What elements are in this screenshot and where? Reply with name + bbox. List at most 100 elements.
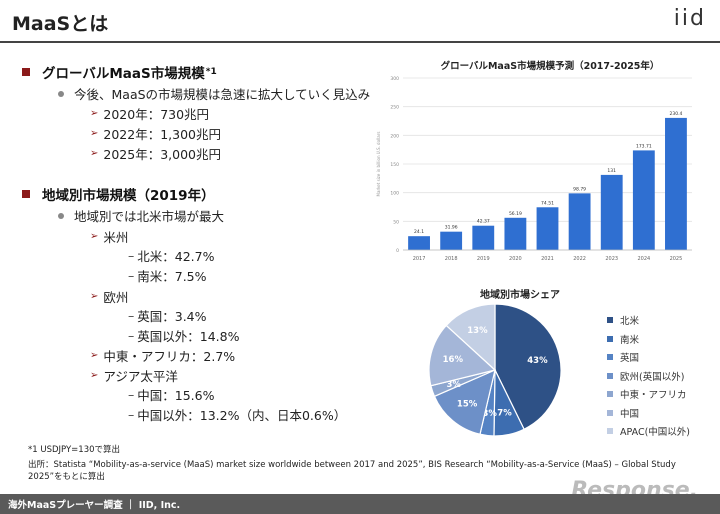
legend-item: 欧州(英国以外) <box>607 367 690 386</box>
x-tick-label: 2023 <box>605 256 618 262</box>
y-axis-label: Market size in billion U.S. dollars <box>376 132 381 197</box>
x-tick-label: 2022 <box>573 256 586 262</box>
pie-slice-label: 15% <box>457 399 478 409</box>
region-label: 中東・アフリカ：2.7% <box>103 349 236 364</box>
legend-item: 北米 <box>607 311 690 330</box>
bar-value-label: 24.1 <box>414 229 424 235</box>
legend-label: 中国 <box>620 408 640 420</box>
legend-item: 南米 <box>607 330 690 349</box>
bullet-line: 今後、MaaSの市場規模は急速に拡大していく見込み <box>58 84 370 103</box>
list-item-text: 南米：7.5% <box>137 269 207 284</box>
bullet-text: 地域別では北米市場が最大 <box>74 209 225 224</box>
y-tick-label: 0 <box>396 248 399 254</box>
legend-swatch <box>607 354 613 361</box>
pie-slice-label: 3% <box>482 409 497 419</box>
dash-icon: – <box>128 268 135 283</box>
title-bar: MaaSとは iid <box>0 0 720 42</box>
legend-swatch <box>607 335 613 342</box>
y-tick-label: 250 <box>390 105 399 111</box>
bar <box>504 217 527 250</box>
bullet-text: 今後、MaaSの市場規模は急速に拡大していく見込み <box>74 87 371 102</box>
pie-slice-label: 13% <box>467 326 488 336</box>
x-tick-label: 2018 <box>445 256 458 262</box>
list-item-text: 中国以外：13.2%（内、日本0.6%） <box>137 408 347 423</box>
bar <box>600 174 623 250</box>
pie-chart: 43%7%3%15%3%16%13% <box>428 303 562 437</box>
page-title: MaaSとは <box>12 13 109 35</box>
list-item: – 南米：7.5% <box>128 266 207 285</box>
bullet-square-icon <box>22 68 30 76</box>
section-heading-global-market: グローバルMaaS市場規模 *1 <box>22 62 217 82</box>
pie-slice-label: 43% <box>527 356 548 366</box>
company-logo: iid <box>673 6 706 31</box>
pie-chart-title: 地域別市場シェア <box>480 290 560 301</box>
list-item-text: 英国以外：14.8% <box>137 329 240 344</box>
legend-label: 南米 <box>620 334 640 346</box>
legend-swatch <box>607 428 613 435</box>
list-item-text: 北米：42.7% <box>137 249 215 264</box>
arrow-icon: ➢ <box>90 108 99 119</box>
list-item: – 英国：3.4% <box>128 306 207 325</box>
legend-swatch <box>607 317 613 324</box>
list-item: ➢ 2025年：3,000兆円 <box>90 144 221 163</box>
legend-label: APAC(中国以外) <box>620 427 690 439</box>
dash-icon: – <box>128 308 135 323</box>
section-heading-text: 地域別市場規模（2019年） <box>42 188 215 204</box>
arrow-icon: ➢ <box>90 370 99 381</box>
x-tick-label: 2017 <box>413 256 426 262</box>
x-tick-label: 2025 <box>670 256 683 262</box>
region-label: アジア太平洋 <box>103 369 178 384</box>
region-asia-pacific: ➢ アジア太平洋 <box>90 366 178 385</box>
pie-slice <box>433 368 496 435</box>
bar <box>568 193 591 250</box>
region-europe: ➢ 欧州 <box>90 287 128 306</box>
bar <box>472 225 495 250</box>
footnote-marker: *1 <box>205 67 217 77</box>
bullet-line: 地域別では北米市場が最大 <box>58 206 224 225</box>
bar-value-label: 98.79 <box>573 186 586 192</box>
list-item: – 中国：15.6% <box>128 385 214 404</box>
bar-value-label: 131 <box>607 168 616 174</box>
dash-icon: – <box>128 387 135 402</box>
pie-slice-label: 3% <box>447 380 462 390</box>
dash-icon: – <box>128 328 135 343</box>
legend-item: 中国 <box>607 404 690 423</box>
legend-item: 英国 <box>607 348 690 367</box>
list-item: – 英国以外：14.8% <box>128 326 239 345</box>
bar-value-label: 230.4 <box>669 111 682 117</box>
arrow-icon: ➢ <box>90 231 99 242</box>
region-middle-east-africa: ➢ 中東・アフリカ：2.7% <box>90 346 235 365</box>
region-label: 欧州 <box>103 290 129 305</box>
list-item: – 中国以外：13.2%（内、日本0.6%） <box>128 405 346 424</box>
arrow-icon: ➢ <box>90 128 99 139</box>
list-item: – 北米：42.7% <box>128 246 214 265</box>
bar <box>408 236 430 250</box>
bar <box>632 150 655 250</box>
pie-legend: 北米 南米 英国 欧州(英国以外) 中東・アフリカ 中国 APAC(中国以外) <box>607 311 690 441</box>
bullet-square-icon <box>22 190 30 198</box>
list-item: ➢ 2022年：1,300兆円 <box>90 124 221 143</box>
bar-chart-title: グローバルMaaS市場規模予測（2017-2025年） <box>440 61 660 72</box>
bar-value-label: 74.51 <box>541 200 554 206</box>
bar <box>536 207 559 250</box>
pie-slice <box>428 324 497 387</box>
footer-bar: 海外MaaSプレーヤー調査 ｜ IID, Inc. <box>0 494 720 514</box>
y-tick-label: 150 <box>390 162 399 168</box>
section-heading-regional-market: 地域別市場規模（2019年） <box>22 184 215 204</box>
pie-slice-label: 16% <box>443 355 464 365</box>
bullet-dot-icon <box>58 212 64 219</box>
y-tick-label: 300 <box>390 76 399 82</box>
legend-swatch <box>607 409 613 416</box>
pie-slice <box>494 303 562 431</box>
bar-value-label: 173.71 <box>636 143 652 149</box>
footnote: *1 USDJPY=130で算出 <box>28 445 121 455</box>
x-tick-label: 2020 <box>509 256 522 262</box>
legend-swatch <box>607 391 613 398</box>
x-tick-label: 2019 <box>477 256 490 262</box>
bar-value-label: 56.19 <box>509 211 522 217</box>
dash-icon: – <box>128 407 135 422</box>
legend-item: APAC(中国以外) <box>607 422 690 441</box>
legend-label: 北米 <box>620 316 640 328</box>
bar-chart: 0 50 100 150 200 250 300 Market size in billion… <box>376 76 692 262</box>
legend-swatch <box>607 372 613 379</box>
